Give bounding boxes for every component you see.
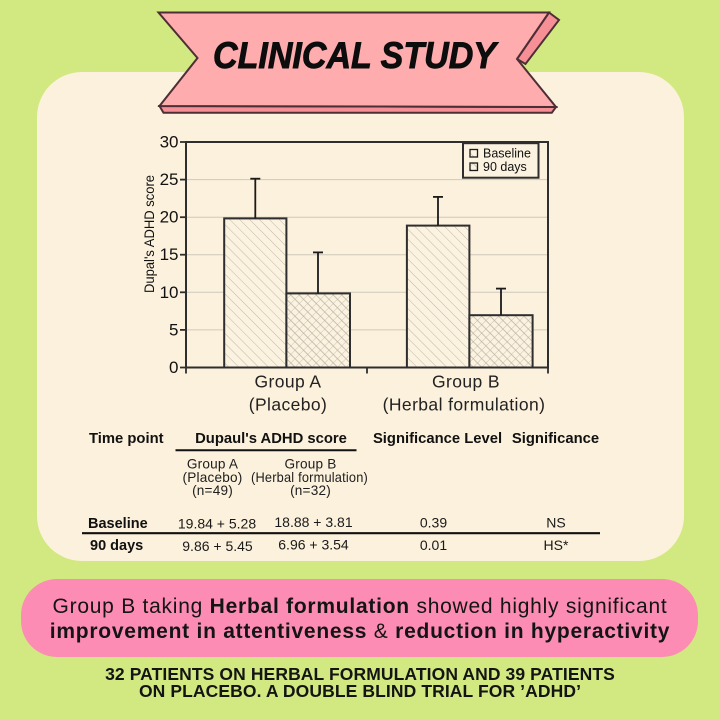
svg-text:19.84 + 5.28: 19.84 + 5.28 [178, 516, 256, 532]
svg-text:Baseline: Baseline [483, 147, 531, 161]
svg-text:0: 0 [169, 358, 178, 377]
svg-text:(Herbal formulation): (Herbal formulation) [383, 395, 546, 415]
svg-text:25: 25 [160, 170, 179, 189]
svg-text:Group B: Group B [432, 372, 500, 392]
svg-text:HS*: HS* [544, 537, 569, 553]
svg-text:Significance Level: Significance Level [373, 431, 502, 447]
svg-text:9.86 + 5.45: 9.86 + 5.45 [182, 538, 253, 554]
svg-text:20: 20 [160, 208, 179, 227]
svg-text:6.96 + 3.54: 6.96 + 3.54 [278, 537, 349, 553]
svg-text:Group B: Group B [284, 457, 336, 472]
svg-text:Dupal's ADHD score: Dupal's ADHD score [141, 175, 157, 293]
svg-text:Group A: Group A [254, 372, 321, 392]
svg-text:(Herbal formulation): (Herbal formulation) [251, 470, 368, 485]
svg-text:(Placebo): (Placebo) [183, 470, 243, 485]
svg-text:Baseline: Baseline [88, 516, 148, 532]
svg-text:30: 30 [160, 133, 179, 152]
svg-text:90 days: 90 days [90, 538, 143, 554]
svg-text:5: 5 [169, 320, 178, 339]
svg-text:0.39: 0.39 [420, 515, 447, 531]
svg-text:Significance: Significance [512, 431, 599, 447]
svg-text:(n=49): (n=49) [192, 483, 233, 498]
svg-text:Group A: Group A [187, 457, 239, 472]
svg-text:Dupaul's ADHD score: Dupaul's ADHD score [195, 431, 347, 447]
svg-text:15: 15 [160, 245, 179, 264]
svg-text:CLINICAL STUDY: CLINICAL STUDY [213, 34, 499, 76]
svg-text:(Placebo): (Placebo) [249, 395, 328, 415]
svg-text:(n=32): (n=32) [290, 483, 331, 498]
svg-text:0.01: 0.01 [420, 537, 447, 553]
svg-text:10: 10 [160, 283, 179, 302]
svg-text:Time point: Time point [89, 431, 164, 447]
svg-text:90 days: 90 days [483, 160, 527, 174]
svg-text:18.88 + 3.81: 18.88 + 3.81 [274, 514, 352, 530]
svg-text:NS: NS [546, 515, 565, 531]
